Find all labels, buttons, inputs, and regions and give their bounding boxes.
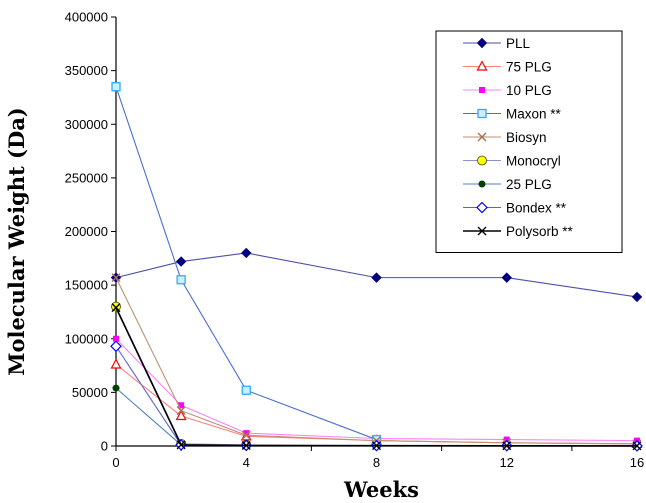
x-tick-label: 12	[500, 455, 514, 470]
data-point	[243, 430, 250, 437]
data-point	[372, 441, 381, 451]
data-point	[501, 272, 512, 283]
legend-swatch-marker	[477, 108, 487, 119]
x-tick-label: 8	[373, 455, 380, 470]
legend-swatch-marker	[477, 132, 487, 142]
series-line	[115, 338, 638, 442]
legend-label: 10 PLG	[506, 83, 552, 98]
legend-label: Polysorb **	[506, 224, 574, 239]
data-point	[113, 335, 119, 342]
x-tick-label: 4	[243, 455, 250, 470]
legend-item: 75 PLG	[463, 60, 552, 75]
legend-box	[435, 30, 623, 253]
y-tick-label: 400000	[65, 10, 108, 25]
series-10-plg	[113, 335, 640, 444]
series-line	[115, 307, 638, 447]
legend-item: Biosyn	[463, 130, 547, 145]
legend: PLL 75 PLG 10 PLG Maxon ** Biosyn Monocryl 25 …	[435, 30, 623, 253]
data-point	[241, 247, 252, 259]
data-point	[112, 384, 120, 392]
legend-item: Polysorb **	[463, 224, 574, 239]
series-monocryl	[111, 301, 252, 450]
data-point	[111, 82, 121, 92]
data-point	[371, 272, 382, 283]
data-point	[632, 441, 642, 451]
legend-label: Bondex **	[506, 201, 567, 216]
data-point	[241, 440, 251, 450]
legend-swatch-marker	[479, 87, 485, 93]
data-point	[178, 402, 185, 409]
series-75-plg	[110, 358, 643, 448]
series-polysorb	[111, 303, 642, 451]
legend-label: Maxon **	[506, 107, 562, 122]
legend-label: 75 PLG	[506, 60, 552, 75]
series-line	[115, 345, 638, 447]
legend-swatch-marker	[477, 226, 487, 236]
y-tick-label: 250000	[65, 170, 108, 185]
y-tick-label: 200000	[65, 224, 108, 239]
legend-label: PLL	[506, 36, 531, 51]
series-line	[115, 252, 638, 298]
data-point	[111, 303, 121, 313]
data-point	[111, 301, 121, 312]
legend-item: 25 PLG	[463, 177, 552, 192]
x-axis-title: Weeks	[343, 477, 419, 502]
data-point	[502, 441, 512, 451]
legend-label: Monocryl	[506, 154, 561, 169]
y-tick-label: 150000	[65, 278, 108, 293]
legend-label: Biosyn	[506, 130, 547, 145]
series-line	[115, 86, 377, 441]
series-pll	[110, 247, 643, 303]
data-point	[176, 440, 186, 450]
y-axis-title: Molecular Weight (Da)	[4, 107, 29, 375]
legend-swatch-marker	[476, 201, 488, 214]
data-point	[110, 340, 122, 353]
legend-swatch-marker	[476, 60, 488, 71]
data-point	[241, 430, 251, 440]
data-point	[176, 406, 186, 416]
legend-swatch-marker	[478, 180, 486, 188]
data-point	[111, 273, 121, 283]
data-point	[503, 436, 510, 443]
data-point	[110, 358, 122, 369]
data-point	[175, 409, 187, 421]
legend-item: PLL	[463, 36, 531, 51]
y-tick-label: 350000	[65, 63, 108, 78]
data-point	[241, 385, 251, 395]
x-tick-label: 16	[630, 455, 644, 470]
y-tick-label: 50000	[72, 385, 108, 400]
legend-item: Monocryl	[463, 154, 561, 169]
y-tick-label: 100000	[65, 331, 108, 346]
legend-item: 10 PLG	[463, 83, 552, 98]
legend-swatch-marker	[477, 155, 487, 166]
series-line	[115, 277, 638, 445]
legend-label: 25 PLG	[506, 177, 552, 192]
data-point	[175, 256, 187, 267]
x-tick-label: 0	[112, 455, 119, 470]
series-line	[115, 364, 638, 445]
series-maxon	[111, 82, 382, 445]
y-axis: 0 50000 100000 150000 200000 250000 300000 3500…	[65, 10, 116, 454]
legend-item: Bondex **	[463, 201, 567, 216]
legend-item: Maxon **	[463, 107, 562, 122]
series-layer	[110, 82, 643, 452]
data-point	[631, 291, 643, 303]
legend-swatch-marker	[476, 37, 488, 49]
y-tick-label: 300000	[65, 117, 108, 132]
series-biosyn	[111, 273, 642, 449]
y-tick-label: 0	[101, 439, 108, 454]
data-point	[176, 275, 186, 285]
